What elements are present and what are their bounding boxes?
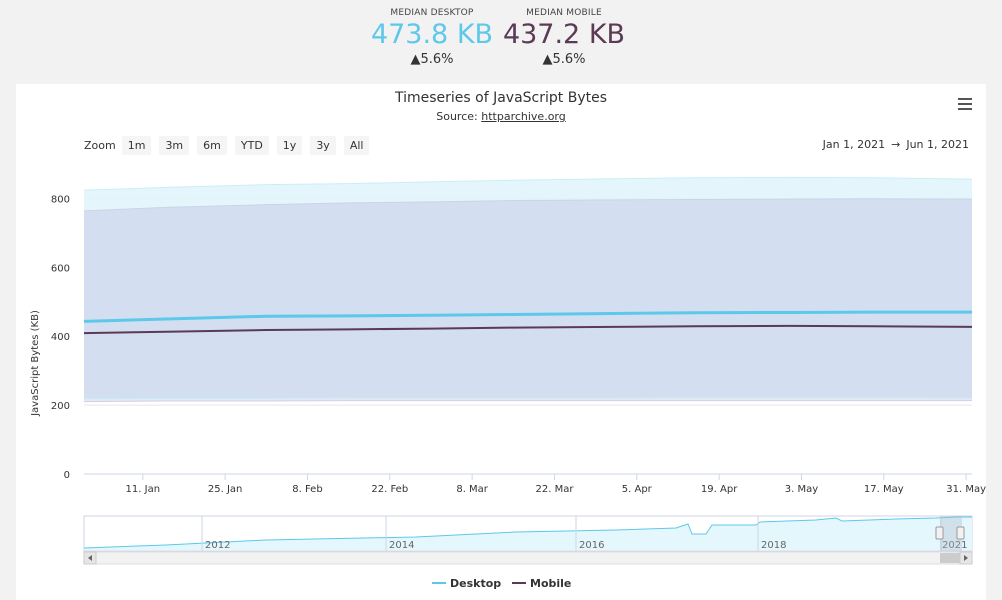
stat-desktop-label: MEDIAN DESKTOP — [390, 8, 474, 18]
source-prefix: Source: — [436, 110, 478, 123]
zoom-button-1y[interactable]: 1y — [276, 136, 303, 155]
scroll-right-arrow-icon — [964, 555, 968, 561]
navigator-year-2016: 2016 — [579, 540, 604, 551]
x-tick-label: 19. Apr — [701, 484, 738, 495]
x-tick-label: 25. Jan — [208, 484, 243, 495]
band-desktop — [84, 177, 972, 399]
chart-source: Source: httparchive.org — [16, 110, 986, 123]
y-tick-label: 0 — [64, 470, 70, 481]
navigator-scrollbar[interactable] — [83, 551, 973, 565]
x-tick-label: 22. Mar — [535, 484, 574, 495]
stat-desktop: MEDIAN DESKTOP 473.8 KB ▲5.6% — [370, 8, 494, 67]
range-arrow-icon: → — [891, 138, 901, 151]
y-tick-label: 200 — [51, 401, 70, 412]
x-tick-label: 11. Jan — [126, 484, 161, 495]
stat-mobile-change: ▲5.6% — [542, 52, 586, 67]
stat-mobile-label: MEDIAN MOBILE — [526, 8, 602, 18]
zoom-button-1m[interactable]: 1m — [121, 136, 152, 155]
navigator-year-2014: 2014 — [389, 540, 414, 551]
x-tick-label: 5. Apr — [622, 484, 653, 495]
chart-svg: 0 200 400 600 800 11. Jan 25. Jan 8. Feb 22. Fe… — [30, 176, 986, 590]
y-tick-label: 600 — [51, 263, 70, 274]
stats-bar: MEDIAN DESKTOP 473.8 KB ▲5.6% MEDIAN MOB… — [0, 0, 1002, 84]
p90-line-mobile — [83, 198, 973, 212]
series-line-mobile[interactable] — [83, 324, 973, 335]
chart-card: Timeseries of JavaScript Bytes Source: h… — [16, 84, 986, 600]
date-range: Jan 1, 2021 → Jun 1, 2021 — [823, 138, 969, 151]
range-to[interactable]: Jun 1, 2021 — [906, 138, 969, 151]
navigator-year-2018: 2018 — [761, 540, 786, 551]
zoom-controls: Zoom 1m 3m 6m YTD 1y 3y All — [84, 136, 377, 155]
series-line-desktop[interactable] — [83, 310, 972, 323]
zoom-button-all[interactable]: All — [343, 136, 370, 155]
x-tick-label: 8. Feb — [292, 484, 322, 495]
x-tick-label: 17. May — [864, 484, 904, 495]
legend-mobile-label: Mobile — [530, 577, 571, 590]
y-tick-label: 400 — [51, 332, 70, 343]
legend-item-mobile[interactable]: Mobile — [512, 577, 571, 590]
scroll-left-arrow-icon — [88, 555, 92, 561]
p10-line-mobile — [83, 400, 972, 403]
x-tick-label: 3. May — [785, 484, 818, 495]
navigator-selection[interactable] — [940, 516, 962, 551]
scrollbar-thumb[interactable] — [940, 553, 960, 563]
y-tick-label: 800 — [51, 194, 70, 205]
x-tick-label: 22. Feb — [371, 484, 408, 495]
navigator-line — [83, 516, 972, 549]
legend: Desktop Mobile — [432, 577, 571, 590]
navigator[interactable]: 2012 2014 2016 2018 2021 — [83, 515, 973, 565]
zoom-button-3m[interactable]: 3m — [159, 136, 190, 155]
p10-line-desktop — [83, 397, 973, 400]
x-tick-label: 31. May — [946, 484, 986, 495]
legend-desktop-label: Desktop — [450, 577, 501, 590]
zoom-button-ytd[interactable]: YTD — [234, 136, 269, 155]
zoom-label: Zoom — [84, 139, 116, 152]
stat-mobile: MEDIAN MOBILE 437.2 KB ▲5.6% — [502, 8, 626, 67]
p90-line-desktop — [83, 176, 973, 191]
x-tick-label: 8. Mar — [456, 484, 488, 495]
y-axis-label: JavaScript Bytes (KB) — [30, 310, 41, 417]
zoom-button-3y[interactable]: 3y — [310, 136, 336, 155]
chart-title: Timeseries of JavaScript Bytes — [394, 90, 608, 106]
stat-desktop-value: 473.8 KB — [370, 19, 494, 50]
stat-mobile-value: 437.2 KB — [502, 19, 626, 50]
zoom-button-6m[interactable]: 6m — [197, 136, 227, 155]
navigator-year-2021: 2021 — [942, 540, 967, 551]
band-mobile — [84, 198, 972, 402]
source-link[interactable]: httparchive.org — [481, 110, 566, 123]
navigator-year-2012: 2012 — [205, 540, 230, 551]
navigator-handle-right-icon[interactable] — [956, 526, 965, 540]
legend-item-desktop[interactable]: Desktop — [432, 577, 501, 590]
range-from[interactable]: Jan 1, 2021 — [822, 138, 886, 151]
navigator-handle-left-icon[interactable] — [935, 526, 944, 540]
stat-desktop-change: ▲5.6% — [410, 52, 454, 67]
hamburger-menu-icon[interactable] — [958, 98, 972, 110]
